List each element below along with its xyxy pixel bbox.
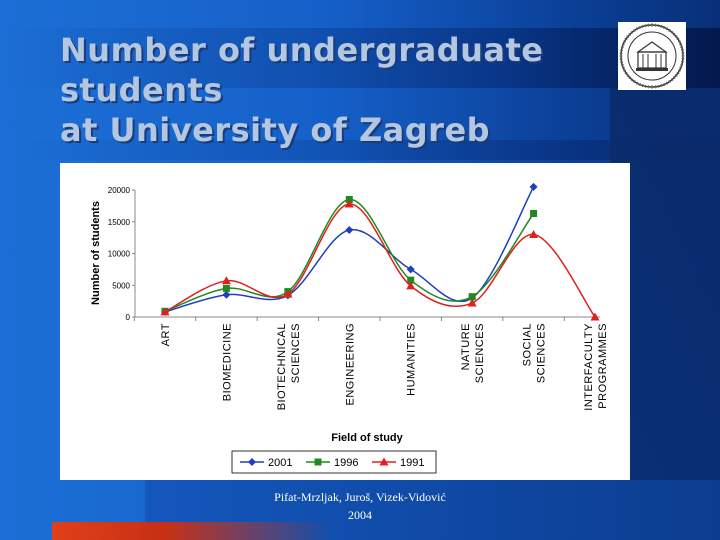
x-tick-label-line: SOCIAL	[522, 323, 534, 366]
chart-legend: 2001 1996 1991	[231, 450, 437, 474]
accent-bar	[52, 522, 332, 540]
x-axis-title: Field of study	[331, 432, 403, 444]
y-tick-label: 5000	[112, 281, 130, 290]
series-line	[164, 203, 596, 318]
x-tick-label: SOCIAL SCIENCES	[522, 323, 548, 383]
title-line-3: at University of Zagreb	[60, 111, 491, 149]
data-point	[345, 226, 354, 235]
x-tick-label-line: BIOTECHNICAL	[276, 323, 288, 410]
x-tick-label: ENGINEERING	[344, 323, 356, 406]
title-line-1: Number of undergraduate	[60, 31, 544, 69]
x-tick-label-line: INTERFACULTY	[583, 323, 595, 411]
x-tick-label: BIOMEDICINE	[221, 323, 233, 401]
x-tick-label: BIOTECHNICAL SCIENCES	[276, 323, 302, 410]
citation-authors: Pifat-Mrzljak, Juroš, Vizek-Vidović	[274, 490, 446, 504]
title-line-2: students	[60, 71, 223, 109]
data-point	[379, 457, 389, 466]
legend-label: 1996	[334, 457, 358, 469]
legend-item: 2001	[240, 457, 292, 469]
data-point	[468, 293, 476, 301]
title-band	[0, 28, 720, 88]
y-axis-title: Number of students	[90, 201, 102, 305]
y-tick-label: 0	[126, 313, 131, 322]
data-point	[406, 265, 415, 274]
x-tick-label-line: SCIENCES	[536, 323, 548, 383]
slide-title: Number of undergraduate students at Univ…	[60, 30, 580, 150]
x-tick-label-line: SCIENCES	[290, 323, 302, 383]
data-point	[407, 276, 415, 284]
x-tick-label-line: SCIENCES	[474, 323, 486, 383]
data-point	[222, 290, 231, 299]
data-point	[314, 458, 322, 466]
y-tick-label: 20000	[108, 186, 131, 195]
data-point	[160, 307, 170, 316]
citation: Pifat-Mrzljak, Juroš, Vizek-Vidović 2004	[230, 488, 490, 524]
data-point	[530, 209, 538, 217]
line-chart: Number of students 05000100001500020000 …	[90, 182, 609, 474]
data-point	[222, 284, 230, 292]
y-tick-label: 10000	[108, 250, 131, 259]
decorative-band	[0, 140, 720, 160]
x-tick-label: ART	[160, 323, 172, 346]
y-tick-label: 15000	[108, 218, 131, 227]
x-tick-label: NATURE SCIENCES	[460, 323, 486, 383]
data-point	[529, 229, 539, 238]
legend-label: 2001	[268, 457, 292, 469]
x-tick-label-line: HUMANITIES	[406, 323, 418, 396]
data-point	[406, 281, 416, 290]
data-point	[590, 312, 600, 321]
data-point	[221, 276, 231, 285]
data-point	[283, 289, 293, 298]
legend-item: 1996	[306, 457, 358, 469]
x-tick-label: INTERFACULTY PROGRAMMES	[583, 323, 609, 411]
x-tick-label-line: BIOMEDICINE	[221, 323, 233, 401]
x-tick-label: HUMANITIES	[406, 323, 418, 396]
x-tick-label-line: ENGINEERING	[344, 323, 356, 406]
data-point	[529, 182, 538, 191]
chart-panel: Number of students 0 5000 10000 15000 20000 …	[60, 163, 630, 480]
x-tick-label-line: PROGRAMMES	[597, 323, 609, 409]
x-tick-label-line: ART	[160, 323, 172, 346]
data-point	[344, 199, 354, 208]
series-1991	[160, 199, 600, 321]
legend-item: 1991	[372, 457, 424, 469]
citation-year: 2004	[348, 508, 372, 522]
series-line	[164, 198, 535, 312]
x-tick-label-line: NATURE	[460, 323, 472, 370]
university-seal-logo	[618, 22, 686, 90]
data-point	[248, 458, 256, 466]
data-point	[467, 298, 477, 307]
legend-label: 1991	[400, 457, 424, 469]
